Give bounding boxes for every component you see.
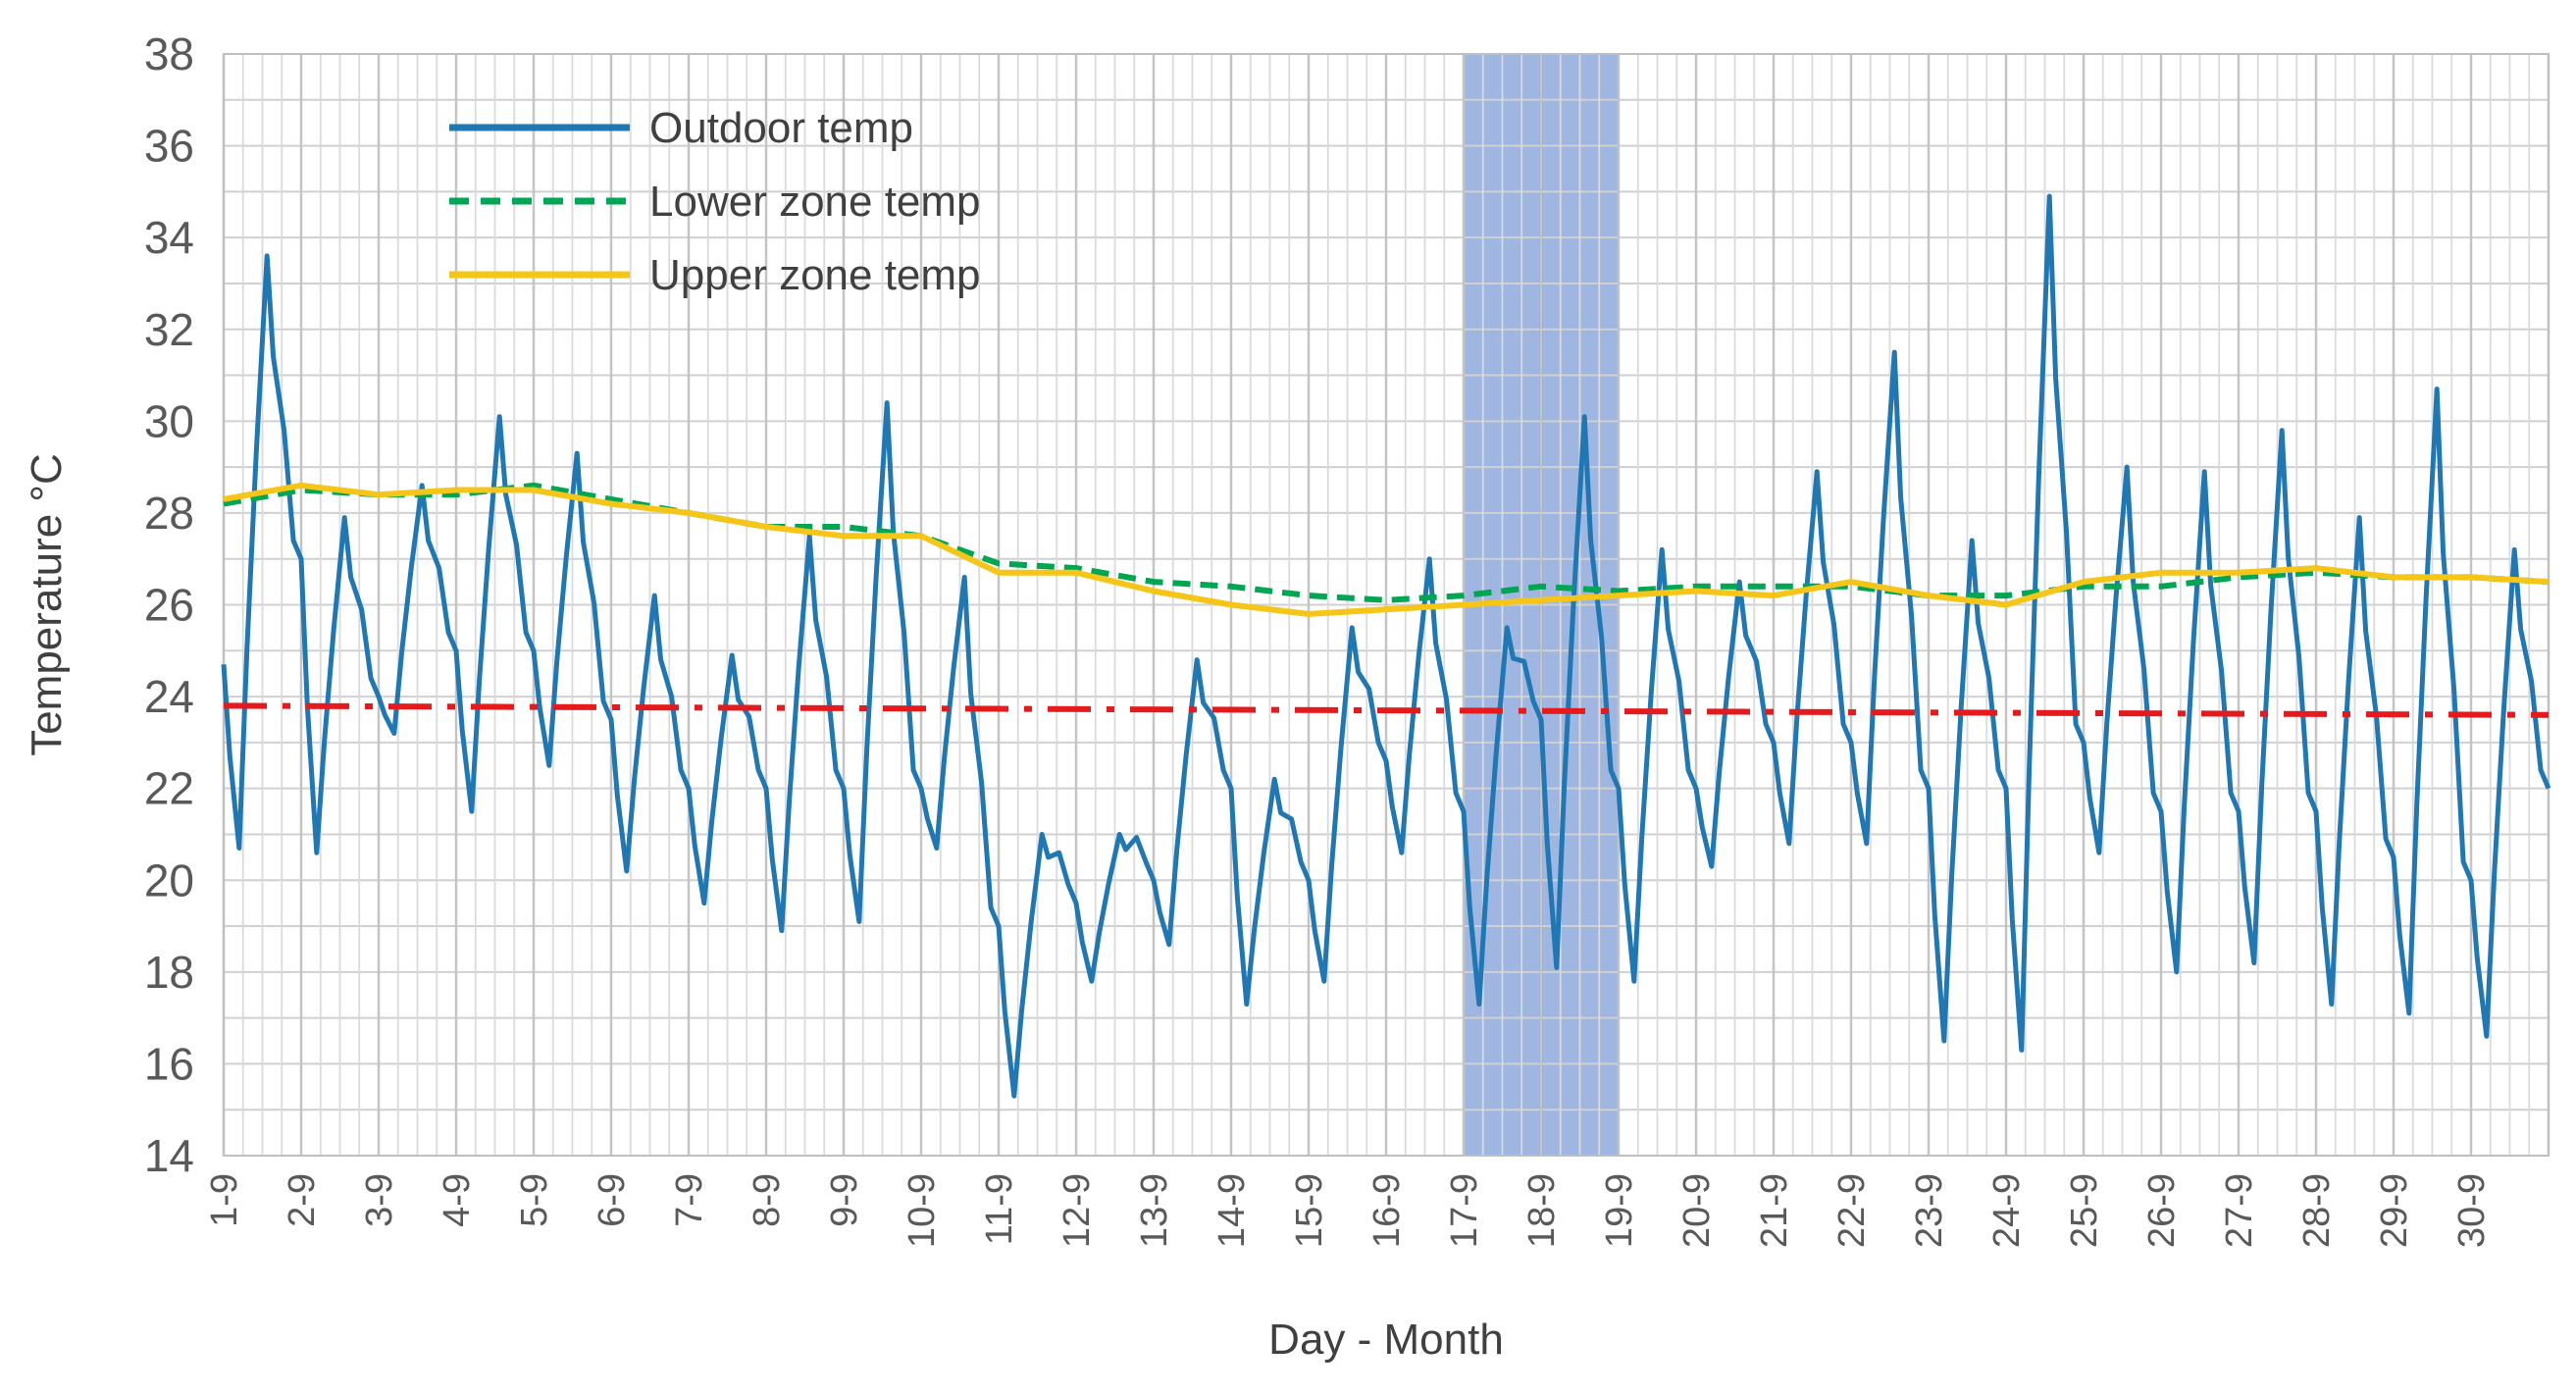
x-tick-label: 28-9	[2296, 1173, 2338, 1248]
axes: Temperature °C Day - Month 14 16 18 20 22 24 2…	[23, 28, 2493, 1364]
reference-line	[223, 702, 2550, 718]
x-tick-label: 12-9	[1056, 1173, 1098, 1248]
x-tick-label: 2-9	[282, 1173, 323, 1227]
x-tick-label: 9-9	[824, 1173, 865, 1227]
y-tick-label: 38	[144, 28, 194, 79]
x-tick-label: 18-9	[1521, 1173, 1563, 1248]
y-tick-label: 18	[144, 947, 194, 998]
legend-label-upper-zone: Upper zone temp	[649, 251, 981, 299]
x-tick-label: 21-9	[1754, 1173, 1795, 1248]
y-tick-label: 24	[144, 671, 194, 722]
legend-label-outdoor: Outdoor temp	[649, 104, 913, 152]
y-tick-label: 34	[144, 212, 194, 263]
x-tick-label: 6-9	[592, 1173, 633, 1227]
upper-zone-temp-line	[223, 482, 2550, 617]
x-tick-label: 14-9	[1211, 1173, 1253, 1248]
legend: Outdoor temp Lower zone temp Upper zone …	[449, 104, 981, 299]
lower-zone-temp-line	[223, 482, 2550, 603]
x-tick-label: 15-9	[1289, 1173, 1330, 1248]
x-tick-label: 22-9	[1831, 1173, 1873, 1248]
y-tick-label: 14	[144, 1130, 194, 1181]
x-tick-label: 17-9	[1444, 1173, 1485, 1248]
x-tick-label: 1-9	[204, 1173, 245, 1227]
x-tick-label: 24-9	[1986, 1173, 2028, 1248]
y-tick-label: 36	[144, 121, 194, 172]
x-tick-label: 7-9	[669, 1173, 710, 1227]
plot-border	[223, 53, 2550, 1157]
x-axis-title: Day - Month	[1268, 1316, 1504, 1364]
outdoor-temp-line	[221, 193, 2551, 1099]
y-tick-label: 26	[144, 580, 194, 631]
x-tick-label: 27-9	[2219, 1173, 2260, 1248]
y-tick-label: 30	[144, 395, 194, 446]
x-tick-label: 8-9	[747, 1173, 788, 1227]
series-layer	[221, 193, 2551, 1099]
x-tick-label: 25-9	[2064, 1173, 2105, 1248]
x-tick-label: 23-9	[1909, 1173, 1950, 1248]
y-axis-title: Temperature °C	[23, 453, 71, 756]
gridlines	[222, 53, 2550, 1157]
y-tick-label: 28	[144, 488, 194, 539]
y-tick-label: 20	[144, 854, 194, 905]
x-tick-label: 5-9	[514, 1173, 555, 1227]
x-tick-label: 30-9	[2451, 1173, 2493, 1248]
y-tick-label: 22	[144, 763, 194, 814]
x-tick-label: 20-9	[1676, 1173, 1718, 1248]
x-tick-label: 3-9	[359, 1173, 400, 1227]
x-tick-label: 29-9	[2374, 1173, 2415, 1248]
y-tick-label: 16	[144, 1038, 194, 1089]
x-tick-label: 26-9	[2141, 1173, 2183, 1248]
x-tick-label: 10-9	[902, 1173, 943, 1248]
x-tick-label: 4-9	[437, 1173, 478, 1227]
x-tick-label: 11-9	[979, 1173, 1020, 1245]
y-tick-label: 32	[144, 304, 194, 355]
x-tick-label: 16-9	[1366, 1173, 1408, 1248]
x-tick-label: 13-9	[1134, 1173, 1175, 1248]
x-tick-label: 19-9	[1599, 1173, 1640, 1248]
legend-label-lower-zone: Lower zone temp	[649, 178, 981, 226]
